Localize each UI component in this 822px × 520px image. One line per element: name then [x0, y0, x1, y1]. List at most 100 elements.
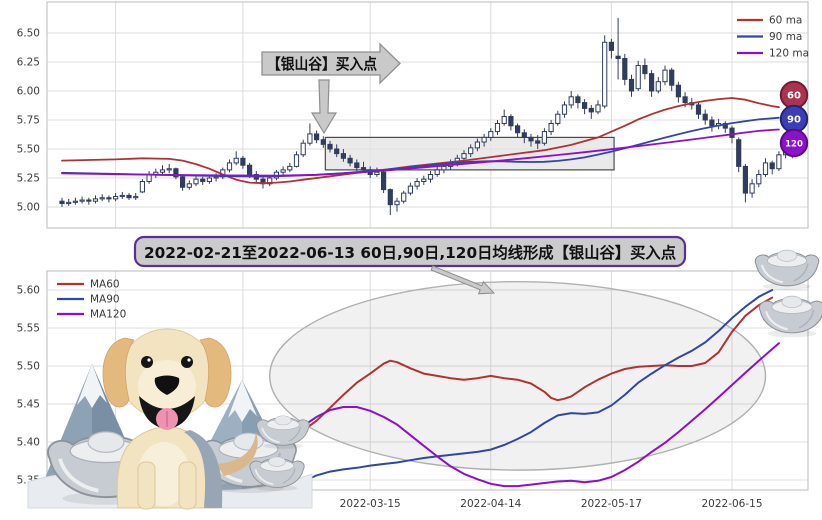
y-tick-label: 5.00 [17, 202, 40, 214]
legend-item-ma60: MA60 [57, 279, 120, 291]
candle-body [756, 174, 762, 185]
candle-body [588, 107, 594, 113]
candle-body [615, 55, 621, 60]
y-tick-label: 5.25 [17, 173, 40, 185]
candle-body [675, 84, 681, 98]
candle-body [99, 197, 105, 200]
candle-body [347, 157, 353, 164]
ellipse-annotation [268, 280, 767, 471]
legend-item-ma90: MA90 [57, 294, 120, 306]
candle-body [79, 199, 85, 202]
buy-point-annotation: 【银山谷】买入点 [261, 42, 401, 135]
legend-label-ma120: 120 ma [769, 48, 809, 60]
dog-nose [154, 375, 180, 395]
candle-body [602, 41, 608, 107]
candle-body [240, 157, 246, 166]
candle-body [461, 153, 467, 159]
candle-body [501, 116, 507, 124]
x-tick-label: 2022-04-14 [460, 498, 521, 510]
candle-body [387, 189, 393, 206]
silver-ingot-icon [758, 295, 822, 339]
candle-body [307, 133, 313, 144]
top-chart-gridlines [47, 2, 808, 228]
silver-ingot-icon [754, 249, 820, 292]
dog-back-shade [184, 430, 223, 508]
dog-tail [216, 432, 258, 476]
y-tick-label: 5.40 [17, 437, 40, 449]
legend-label-ma90: MA90 [90, 294, 120, 306]
legend-label-ma90: 90 ma [769, 31, 802, 43]
line-60ma [61, 97, 780, 185]
eye-glint [187, 358, 191, 362]
decorations [27, 249, 822, 510]
candle-body [669, 69, 675, 86]
dog-left-eye [141, 356, 153, 368]
candle-body [541, 131, 547, 144]
candle-body [233, 157, 239, 164]
dog-right-eye [181, 356, 193, 368]
dog-right-ear [199, 337, 232, 408]
candle-body [682, 96, 688, 104]
candle-body [414, 180, 420, 187]
candle-body [86, 199, 92, 202]
diagonal-arrow-icon [430, 265, 496, 295]
candle-body [401, 192, 407, 202]
legend-item-ma120: MA120 [57, 309, 126, 321]
badge-120-label: 120 [785, 140, 803, 150]
candle-body [354, 162, 360, 169]
candle-body [776, 154, 782, 170]
candle-body [119, 194, 125, 198]
candle-body [226, 162, 233, 171]
candle-body [561, 104, 568, 115]
y-tick-label: 5.50 [17, 361, 40, 373]
bottom-chart-legend: MA60 MA90 MA120 [57, 279, 126, 321]
candle-body [334, 148, 340, 155]
candlestick-series [59, 17, 809, 216]
candle-body [394, 200, 400, 206]
candle-body [575, 96, 581, 104]
candle-body [762, 162, 769, 176]
candle-body [360, 167, 367, 171]
candle-body [548, 122, 554, 133]
candle-body [247, 164, 253, 176]
top-chart-y-axis: 5.00 5.25 5.50 5.75 6.00 6.25 6.50 [17, 28, 40, 214]
banner-box [133, 235, 687, 268]
candle-body [535, 140, 541, 144]
candle-body [186, 183, 192, 188]
candle-body [481, 136, 487, 143]
candle-body [582, 102, 588, 109]
candle-body [300, 142, 306, 156]
y-tick-label: 6.25 [17, 57, 40, 69]
badge-120 [779, 128, 809, 158]
candle-body [340, 153, 346, 159]
candle-body [126, 194, 132, 199]
candle-body [649, 73, 655, 92]
candle-body [159, 169, 166, 173]
candle-body [608, 41, 614, 51]
ellipse-highlight [268, 280, 767, 471]
candle-body [314, 133, 320, 141]
legend-label-ma120: MA120 [90, 309, 126, 321]
dog-left-leg [137, 461, 156, 510]
candle-body [595, 104, 601, 113]
candle-body [173, 168, 179, 178]
candle-body [695, 104, 702, 115]
bottom-chart-ma-lines [288, 289, 780, 491]
candle-body [113, 196, 119, 200]
candle-body [72, 200, 79, 203]
candle-body [407, 185, 413, 194]
candle-body [528, 136, 534, 142]
top-chart-ma-lines [61, 97, 780, 185]
legend-item-ma120: 120 ma [737, 48, 809, 60]
candle-body [441, 165, 447, 171]
right-arrow-banner [261, 42, 401, 85]
dog-illustration [102, 328, 258, 510]
candle-body [287, 165, 293, 171]
candle-body [206, 177, 213, 182]
x-tick-label: 2022-05-17 [581, 498, 642, 510]
x-tick-label: 2022-06-15 [701, 498, 762, 510]
candle-body [92, 198, 99, 202]
candle-body [193, 178, 199, 185]
